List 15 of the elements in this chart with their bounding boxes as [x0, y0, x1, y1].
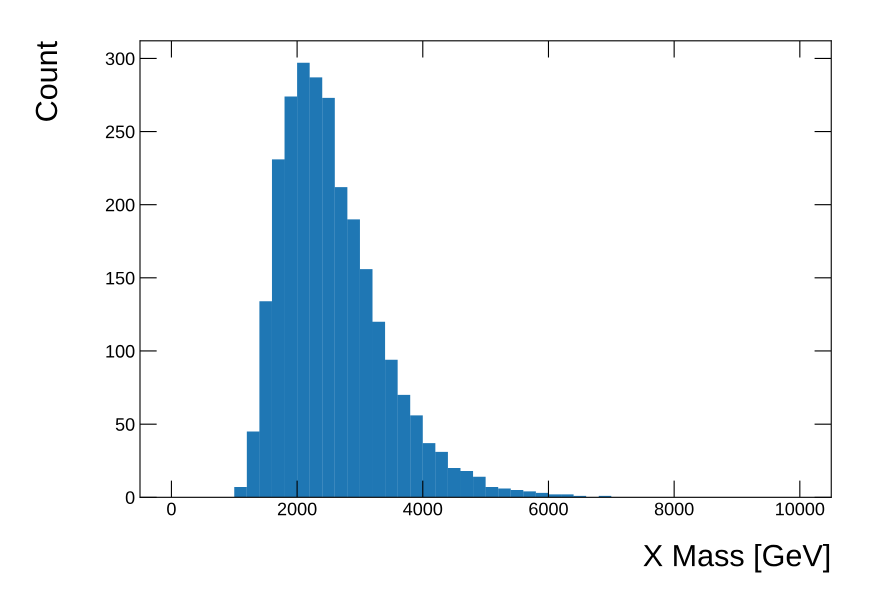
y-tick-label: 50: [116, 418, 134, 431]
y-axis-title: Count: [36, 41, 58, 121]
x-tick-label: 10000: [776, 502, 824, 516]
y-tick-label: 100: [106, 344, 134, 358]
y-tick-label: 150: [106, 272, 134, 285]
x-tick-label: 0: [167, 502, 176, 516]
x-axis-title: X Mass [GeV]: [643, 544, 830, 572]
x-tick-label: 2000: [278, 502, 316, 516]
x-tick-label: 8000: [654, 502, 694, 516]
y-tick-label: 0: [126, 491, 134, 504]
y-tick-label: 250: [106, 125, 134, 138]
x-tick-label: 4000: [403, 502, 442, 516]
y-tick-label: 300: [106, 52, 134, 66]
y-tick-label: 200: [106, 198, 134, 212]
x-tick-label: 6000: [529, 502, 568, 516]
